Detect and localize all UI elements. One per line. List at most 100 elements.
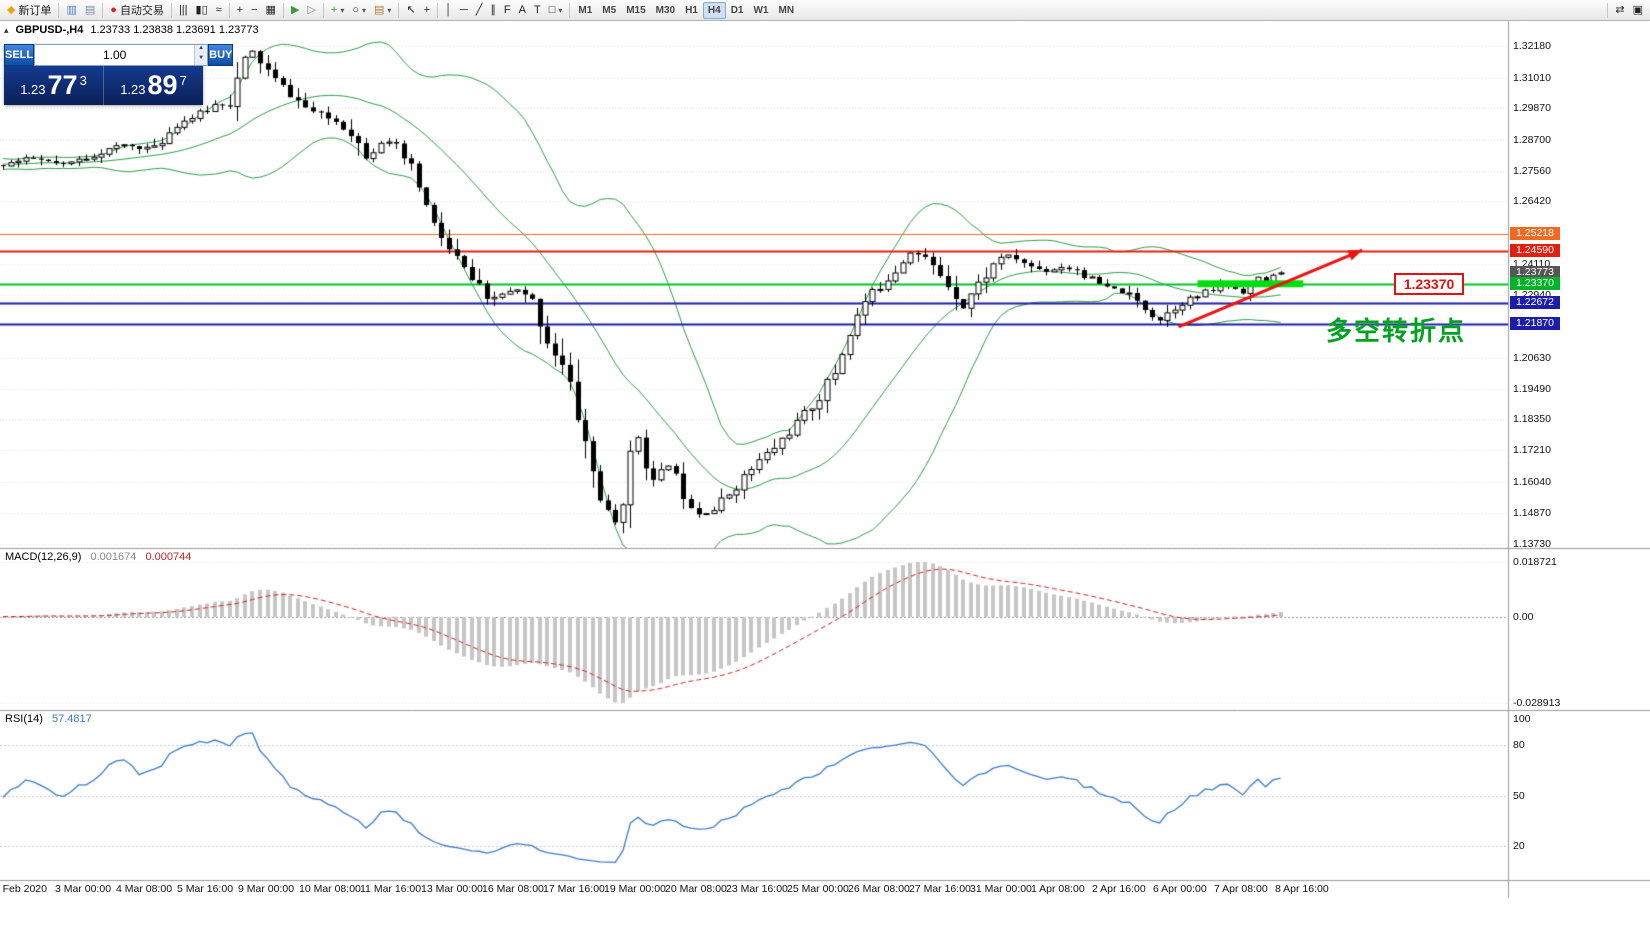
horizontal-line-icon: ─ [459,3,468,16]
auto-scroll-button[interactable]: ▶ [287,2,303,19]
dropdown-caret-icon: ▾ [340,5,345,15]
new-window-icon: ▣ [1632,3,1643,16]
macd-indicator-header: MACD(12,26,9) 0.001674 0.000744 [5,551,191,563]
chart-title: ▴ GBPUSD-,H4 1.23733 1.23838 1.23691 1.2… [4,24,259,36]
bar-chart-button[interactable]: ||| [175,2,192,19]
volume-down-button[interactable]: ▼ [195,55,208,65]
buy-price-big: 89 [147,70,178,100]
sell-price-display[interactable]: 1.23 77 3 [4,66,104,105]
cursor-button[interactable]: ↖ [402,2,419,19]
new-order-label: 新订单 [18,5,52,17]
rsi-name: RSI(14) [5,713,43,725]
toolbar-separator [58,2,60,18]
timeframe-h1-label: H1 [685,4,698,16]
horizontal-line-button[interactable]: ─ [456,2,472,19]
indicators-button[interactable]: + ▾ [327,2,348,19]
line-chart-icon: ≈ [215,3,222,16]
fibonacci-button[interactable]: F [500,2,515,19]
timeframe-m1-button[interactable]: M1 [573,2,597,19]
toolbar-separator [398,2,400,18]
timeframe-d1-button[interactable]: D1 [726,2,749,19]
templates-button[interactable]: ▤ ▾ [370,2,395,19]
dropdown-caret-icon: ▾ [558,5,563,15]
buy-button[interactable]: BUY [208,44,234,66]
trendline-button[interactable]: ╱ [472,2,487,19]
timeframe-m5-button[interactable]: M5 [597,2,621,19]
profiles-icon: ▤ [84,3,96,16]
price-level-annotation-box: 1.23370 [1394,273,1464,295]
toolbar-separator [322,2,324,18]
text-button[interactable]: A [515,2,530,19]
arrows-button[interactable]: □ ▾ [545,2,567,19]
crosshair-icon: + [423,3,431,16]
timeframe-w1-button[interactable]: W1 [748,2,773,19]
fibonacci-icon: F [503,3,511,16]
text-label-button[interactable]: T [530,2,545,19]
timeframe-mn-label: MN [778,4,795,16]
toolbar-separator [569,2,571,18]
toolbar-separator [228,2,230,18]
volume-up-button[interactable]: ▲ [195,45,208,55]
vertical-line-button[interactable]: │ [441,2,456,19]
dropdown-caret-icon: ▾ [387,5,392,15]
auto-trading-label: 自动交易 [119,5,164,17]
trade-buttons-row: SELL ▲ ▼ BUY [4,44,234,66]
timeframe-w1-label: W1 [753,4,769,16]
toolbar-separator [437,2,439,18]
candlestick-chart-icon: ▮▯ [195,3,208,16]
sell-button[interactable]: SELL [4,44,35,66]
chart-symbol-icon: ▴ [4,24,9,35]
candlestick-chart-button[interactable]: ▮▯ [192,2,212,19]
sell-price-big: 77 [47,70,78,100]
dropdown-caret-icon: ▾ [362,5,367,15]
text-icon: A [518,3,526,16]
zoom-out-button[interactable]: − [247,2,261,19]
chart-symbol-period: GBPUSD-,H4 [15,24,84,36]
timeframe-m15-button[interactable]: M15 [621,2,650,19]
new-window-button[interactable]: ▣ [1629,2,1647,19]
bar-chart-icon: ||| [178,3,188,16]
timeframe-m30-button[interactable]: M30 [651,2,680,19]
crosshair-button[interactable]: + [420,2,434,19]
new-order-button[interactable]: ◆ 新订单 [3,2,55,19]
toolbar-separator [170,2,172,18]
equidistant-channel-button[interactable]: ∥ [486,2,500,19]
macd-name: MACD(12,26,9) [5,551,82,563]
profiles-button[interactable]: ▤ [81,2,99,19]
buy-price-sup: 7 [179,72,187,88]
sell-price-sup: 3 [79,72,87,88]
timeframe-h1-button[interactable]: H1 [680,2,703,19]
zoom-in-button[interactable]: + [233,2,247,19]
timeframe-m30-label: M30 [655,4,676,16]
timeframe-m15-label: M15 [626,4,646,16]
line-chart-button[interactable]: ≈ [212,2,226,19]
equidistant-channel-icon: ∥ [490,3,496,16]
timeframe-h4-button[interactable]: H4 [702,1,726,19]
auto-trading-button[interactable]: ● 自动交易 [106,2,168,19]
toolbar-separator [1607,2,1609,18]
date-axis[interactable] [0,881,1508,897]
buy-price-display[interactable]: 1.23 89 7 [104,66,203,105]
toolbar: ◆ 新订单 ▥ ▤ ● 自动交易 ||| ▮▯ ≈ + − ▦ ▶ ▷ + ▾ ○ ▾ ▤ ▾ ↖ + │ ─ ╱ ∥ F A T □ ▾ M… [0,0,1650,21]
chart-ohlc-values: 1.23733 1.23838 1.23691 1.23773 [90,24,259,36]
timeframe-m1-label: M1 [578,4,593,16]
vertical-line-icon: │ [445,3,452,16]
volume-input[interactable] [35,45,195,65]
timeframe-mn-button[interactable]: MN [773,2,799,19]
timeframe-h4-label: H4 [707,4,721,16]
periods-button[interactable]: ○ ▾ [348,2,370,19]
charts-window-button[interactable]: ▥ [62,2,80,19]
price-axis[interactable] [1508,21,1650,881]
text-label-icon: T [533,3,541,16]
tile-windows-button[interactable]: ▦ [262,2,280,19]
chart-shift-button[interactable]: ▷ [303,2,319,19]
sell-price-prefix: 1.23 [20,81,46,97]
trendline-icon: ╱ [475,3,483,16]
templates-icon: ▤ [374,3,385,16]
timeframe-m5-label: M5 [602,4,617,16]
auto-scroll-icon: ▶ [290,3,300,16]
data-window-button[interactable]: ⇄ [1611,2,1628,19]
rsi-indicator-header: RSI(14) 57.4817 [5,713,92,725]
